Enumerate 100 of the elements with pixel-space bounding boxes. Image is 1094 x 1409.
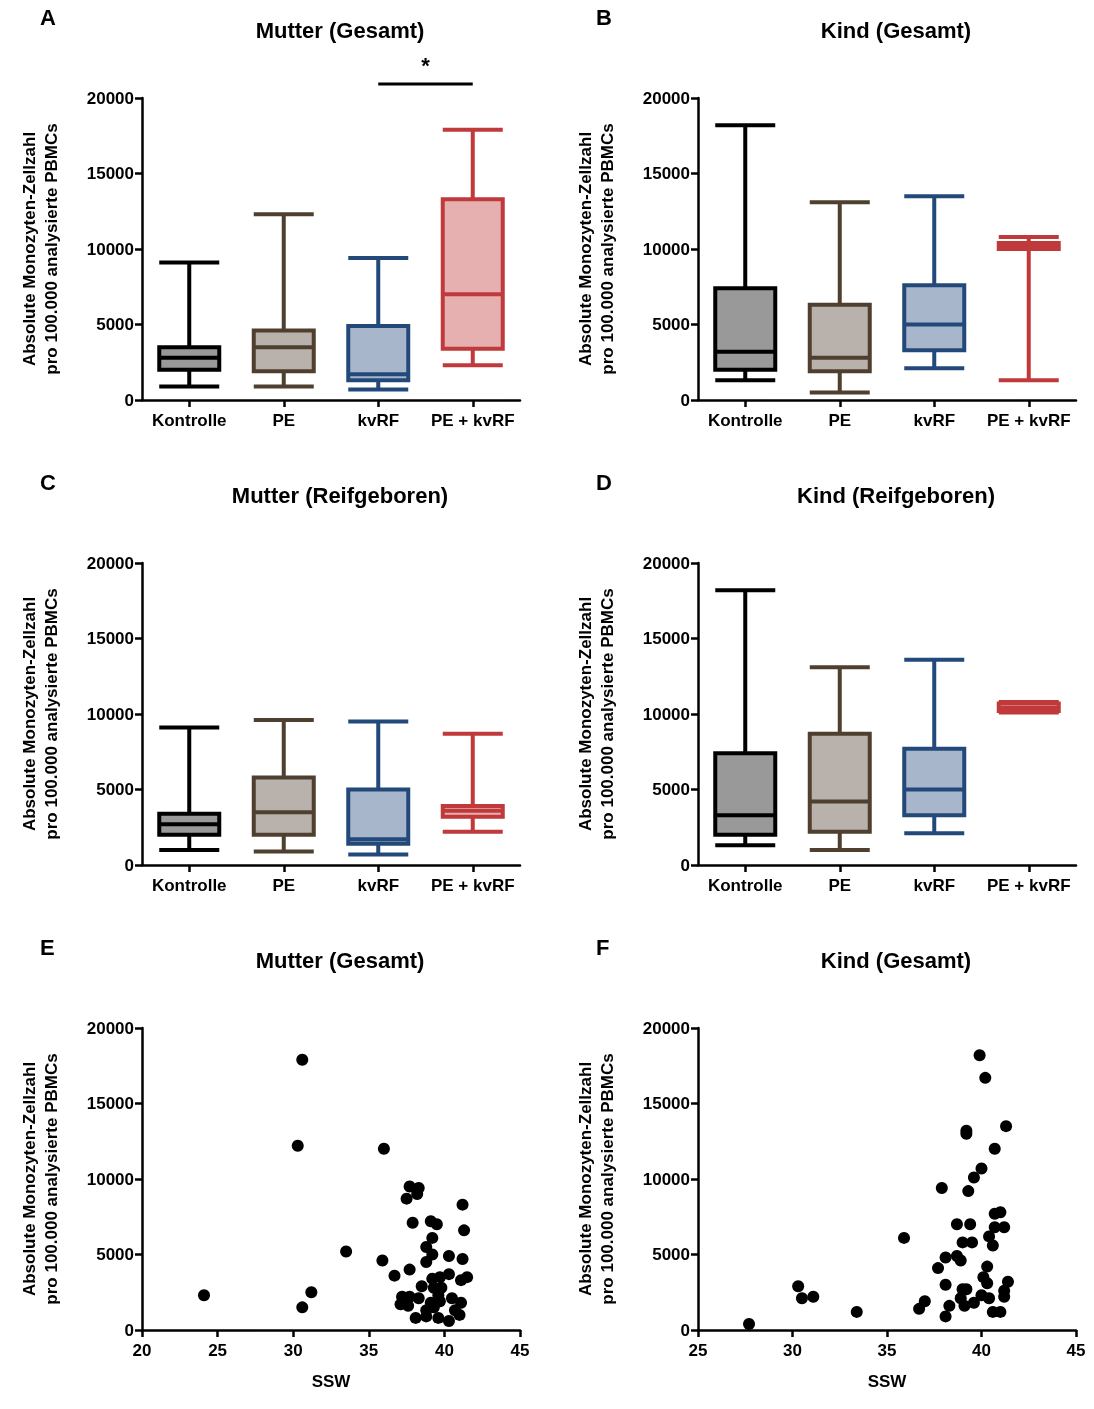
chart-title: Mutter (Gesamt) xyxy=(255,947,425,973)
x-tick-label: 40 xyxy=(434,1341,454,1360)
chart-title: Mutter (Reifgeboren) xyxy=(231,482,449,508)
y-tick-label: 20000 xyxy=(642,553,690,573)
chart-title: Kind (Gesamt) xyxy=(820,947,972,973)
point xyxy=(420,1240,433,1253)
y-tick-label: 10000 xyxy=(642,239,690,259)
text: F xyxy=(596,934,610,960)
point xyxy=(415,1280,428,1293)
x-tick-label: 25 xyxy=(688,1341,708,1360)
x-axis-title: SSW xyxy=(867,1371,908,1391)
point xyxy=(456,1253,469,1266)
x-tick-label: Kontrolle xyxy=(151,411,227,430)
x-tick-label: PE xyxy=(272,876,296,895)
point xyxy=(409,1311,422,1324)
point xyxy=(954,1254,967,1267)
y-tick-label: 15000 xyxy=(642,164,690,183)
y-tick-label: 5000 xyxy=(96,1245,134,1264)
point xyxy=(296,1301,309,1314)
point xyxy=(967,1296,980,1309)
point xyxy=(291,1139,304,1152)
point xyxy=(967,1171,980,1184)
point xyxy=(943,1299,956,1312)
text: C xyxy=(40,469,56,495)
point xyxy=(962,1185,975,1198)
x-tick-label: 20 xyxy=(132,1341,152,1360)
point xyxy=(305,1286,318,1299)
x-tick-label: 35 xyxy=(877,1341,897,1360)
text: D xyxy=(596,469,612,495)
y-tick-label: 15000 xyxy=(86,164,134,183)
point xyxy=(966,1236,979,1249)
y-tick-label: 10000 xyxy=(642,1169,690,1189)
y-tick-label: 0 xyxy=(680,1320,690,1340)
point xyxy=(412,1292,425,1305)
y-tick-label: 5000 xyxy=(652,315,690,334)
point xyxy=(420,1256,433,1269)
point xyxy=(403,1263,416,1276)
point xyxy=(449,1304,461,1317)
y-tick-label: 0 xyxy=(124,390,134,410)
point xyxy=(442,1314,455,1327)
y-tick-label: 5000 xyxy=(96,315,134,334)
y-axis-title: Absolute Monozyten-Zellzahl pro 100.000 analysierte PBMCs xyxy=(575,1053,617,1305)
x-tick-label: kvRF xyxy=(913,876,956,895)
point xyxy=(939,1310,952,1323)
chart-title: Kind (Gesamt) xyxy=(820,17,972,43)
x-tick-label: Kontrolle xyxy=(151,876,227,895)
point xyxy=(988,1142,1001,1155)
point xyxy=(377,1142,390,1155)
y-tick-label: 0 xyxy=(680,855,690,875)
y-tick-label: 10000 xyxy=(86,239,134,259)
y-tick-label: 10000 xyxy=(86,704,134,724)
point xyxy=(983,1292,996,1305)
y-tick-label: 20000 xyxy=(86,1018,134,1038)
point xyxy=(198,1289,210,1302)
x-tick-label: kvRF xyxy=(357,876,400,895)
text: * xyxy=(421,52,431,78)
point xyxy=(1001,1275,1014,1288)
y-tick-label: 10000 xyxy=(86,1169,134,1189)
x-tick-label: 25 xyxy=(208,1341,228,1360)
y-axis-title: Absolute Monozyten-Zellzahl pro 100.000 analysierte PBMCs xyxy=(19,1053,61,1305)
y-tick-label: 10000 xyxy=(642,704,690,724)
x-tick-label: 40 xyxy=(972,1341,991,1360)
point xyxy=(950,1218,963,1231)
y-tick-label: 15000 xyxy=(642,1094,690,1113)
y-tick-label: 15000 xyxy=(86,1094,134,1113)
x-tick-label: 35 xyxy=(359,1341,379,1360)
point xyxy=(935,1182,948,1195)
y-tick-label: 0 xyxy=(124,1320,134,1340)
point xyxy=(340,1245,353,1258)
point xyxy=(986,1239,999,1252)
point xyxy=(430,1218,443,1231)
point xyxy=(913,1302,926,1315)
y-tick-label: 5000 xyxy=(652,1245,690,1264)
point xyxy=(432,1311,445,1324)
text: E xyxy=(40,934,55,960)
x-tick-label: PE + kvRF xyxy=(430,876,515,895)
x-tick-label: kvRF xyxy=(913,411,956,430)
point xyxy=(981,1260,994,1273)
x-tick-label: PE + kvRF xyxy=(986,876,1071,895)
y-axis-title: Absolute Monozyten-Zellzahl pro 100.000 analysierte PBMCs xyxy=(19,588,61,840)
point xyxy=(445,1292,458,1305)
y-tick-label: 0 xyxy=(124,855,134,875)
point xyxy=(932,1262,945,1275)
x-tick-label: PE xyxy=(828,411,852,430)
x-tick-label: PE + kvRF xyxy=(986,411,1071,430)
x-tick-label: 30 xyxy=(783,1341,802,1360)
point xyxy=(792,1280,805,1293)
point xyxy=(376,1254,389,1267)
y-axis-title: Absolute Monozyten-Zellzahl pro 100.000 analysierte PBMCs xyxy=(575,588,617,840)
point xyxy=(458,1224,471,1237)
y-tick-label: 20000 xyxy=(86,88,134,108)
y-tick-label: 5000 xyxy=(96,780,134,799)
y-tick-label: 20000 xyxy=(642,1018,690,1038)
point xyxy=(743,1317,756,1330)
x-tick-label: 45 xyxy=(1066,1341,1086,1360)
point xyxy=(400,1192,413,1205)
point xyxy=(426,1231,439,1244)
x-tick-label: PE xyxy=(272,411,296,430)
point xyxy=(406,1216,419,1229)
point xyxy=(979,1071,992,1084)
